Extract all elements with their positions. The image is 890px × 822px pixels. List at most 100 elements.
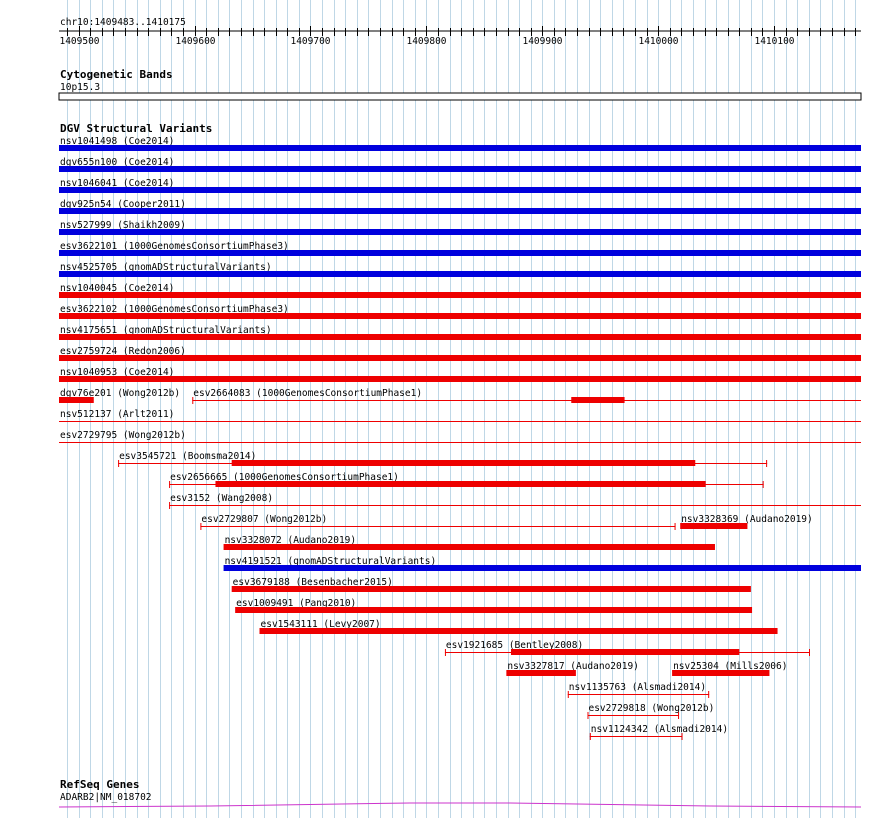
ruler-tick-label: 1409800 [406, 36, 446, 47]
variant-label: nsv3328072 (Audano2019) [225, 535, 357, 546]
variant-label: esv3622102 (1000GenomesConsortiumPhase3) [60, 304, 289, 315]
variant-label: esv1921685 (Bentley2008) [446, 640, 583, 651]
variant-bar[interactable] [59, 166, 861, 172]
variant-label: esv3545721 (Boomsma2014) [119, 451, 256, 462]
variant-inner-bar[interactable] [571, 397, 625, 403]
variant-label: esv2664083 (1000GenomesConsortiumPhase1) [193, 388, 422, 399]
variant-bar[interactable] [59, 355, 861, 361]
variant-bar[interactable] [680, 523, 748, 529]
variant-bar[interactable] [259, 628, 778, 634]
grid-lines [67, 0, 856, 818]
variant-bar[interactable] [59, 250, 861, 256]
variant-label: dgv655n100 (Coe2014) [60, 157, 174, 168]
variant-label: esv3679188 (Besenbacher2015) [233, 577, 393, 588]
structural-variant[interactable]: dgv925n54 (Cooper2011) [59, 199, 861, 214]
variant-inner-bar[interactable] [231, 460, 696, 466]
structural-variant[interactable]: nsv25304 (Mills2006) [672, 661, 787, 676]
variant-bar[interactable] [223, 544, 715, 550]
structural-variant[interactable]: nsv512137 (Arlt2011) [59, 409, 861, 422]
cytoband-bar[interactable] [58, 92, 862, 101]
structural-variant[interactable]: esv3545721 (Boomsma2014) [118, 451, 768, 467]
variant-inner-bar[interactable] [215, 481, 706, 487]
dgv-features: nsv1041498 (Coe2014) dgv655n100 (Coe2014)… [59, 136, 861, 740]
structural-variant[interactable]: nsv527999 (Shaikh2009) [59, 220, 861, 235]
variant-label: esv2729818 (Wong2012b) [588, 703, 714, 714]
variant-label: nsv1135763 (Alsmadi2014) [569, 682, 706, 693]
variant-label: nsv4191521 (gnomADStructuralVariants) [225, 556, 437, 567]
variant-bar[interactable] [231, 586, 751, 592]
refseq-gene-intron[interactable] [58, 802, 862, 808]
variant-label: nsv3328369 (Audano2019) [681, 514, 813, 525]
variant-label: nsv1124342 (Alsmadi2014) [591, 724, 728, 735]
variant-label: nsv527999 (Shaikh2009) [60, 220, 186, 231]
variant-bar[interactable] [59, 334, 861, 340]
structural-variant[interactable]: dgv655n100 (Coe2014) [59, 157, 861, 172]
ruler-tick-label: 1410000 [638, 36, 678, 47]
variant-bar[interactable] [672, 670, 770, 676]
variant-label: dgv76e201 (Wong2012b) [60, 388, 180, 399]
structural-variant[interactable]: nsv1124342 (Alsmadi2014) [589, 724, 728, 740]
variant-bar[interactable] [59, 313, 861, 319]
structural-variant[interactable]: nsv3328072 (Audano2019) [223, 535, 715, 550]
structural-variant[interactable]: dgv76e201 (Wong2012b) [59, 388, 180, 403]
variant-label: esv2729807 (Wong2012b) [201, 514, 327, 525]
structural-variant[interactable]: nsv1046041 (Coe2014) [59, 178, 861, 193]
ruler-tick-label: 1409500 [59, 36, 99, 47]
variant-label: esv3622101 (1000GenomesConsortiumPhase3) [60, 241, 289, 252]
structural-variant[interactable]: nsv3328369 (Audano2019) [680, 514, 813, 529]
structural-variant[interactable]: nsv1040045 (Coe2014) [59, 283, 861, 298]
structural-variant[interactable]: nsv3327817 (Audano2019) [506, 661, 639, 676]
structural-variant[interactable]: esv2759724 (Redon2006) [59, 346, 861, 361]
variant-bar[interactable] [59, 292, 861, 298]
structural-variant[interactable]: esv2729818 (Wong2012b) [587, 703, 714, 719]
structural-variant[interactable]: esv2729795 (Wong2012b) [59, 430, 861, 443]
variant-bar[interactable] [223, 565, 861, 571]
variant-label: nsv25304 (Mills2006) [673, 661, 787, 672]
variant-label: dgv925n54 (Cooper2011) [60, 199, 186, 210]
variant-bar[interactable] [59, 208, 861, 214]
variant-label: esv1543111 (Levy2007) [261, 619, 381, 630]
variant-label: esv2759724 (Redon2006) [60, 346, 186, 357]
structural-variant[interactable]: nsv4525705 (gnomADStructuralVariants) [59, 262, 861, 277]
variant-bar[interactable] [59, 271, 861, 277]
structural-variant[interactable]: esv2664083 (1000GenomesConsortiumPhase1) [192, 388, 861, 404]
variant-bar[interactable] [59, 376, 861, 382]
ruler-tick-label: 1409900 [522, 36, 562, 47]
variant-bar[interactable] [506, 670, 576, 676]
structural-variant[interactable]: esv1543111 (Levy2007) [259, 619, 778, 634]
ruler-tick-label: 1410100 [754, 36, 794, 47]
variant-bar[interactable] [59, 187, 861, 193]
structural-variant[interactable]: esv2729807 (Wong2012b) [200, 514, 676, 530]
structural-variant[interactable]: nsv1041498 (Coe2014) [59, 136, 861, 151]
ruler-ticks: 1409500 1409600 1409700 1409800 1409900 14100… [59, 26, 856, 47]
structural-variant[interactable]: nsv1135763 (Alsmadi2014) [567, 682, 710, 698]
dgv-track-title: DGV Structural Variants [60, 122, 212, 135]
cytoband-label: 10p15.3 [60, 82, 100, 93]
variant-label: nsv1041498 (Coe2014) [60, 136, 174, 147]
cytoband-track: Cytogenetic Bands 10p15.3 [58, 68, 862, 101]
refseq-gene-label: ADARB2|NM_018702 [60, 792, 152, 803]
structural-variant[interactable]: esv1921685 (Bentley2008) [444, 640, 811, 656]
structural-variant[interactable]: esv3622101 (1000GenomesConsortiumPhase3) [59, 241, 861, 256]
dgv-track: DGV Structural Variants nsv1041498 (Coe2… [59, 122, 861, 740]
structural-variant[interactable]: esv3152 (Wang2008) [169, 493, 861, 509]
structural-variant[interactable]: nsv4191521 (gnomADStructuralVariants) [223, 556, 861, 571]
variant-label: esv2729795 (Wong2012b) [60, 430, 186, 441]
variant-bar[interactable] [235, 607, 753, 613]
variant-label: nsv4525705 (gnomADStructuralVariants) [60, 262, 272, 273]
variant-label: nsv1046041 (Coe2014) [60, 178, 174, 189]
structural-variant[interactable]: esv3679188 (Besenbacher2015) [231, 577, 751, 592]
structural-variant[interactable]: nsv4175651 (gnomADStructuralVariants) [59, 325, 861, 340]
structural-variant[interactable]: esv3622102 (1000GenomesConsortiumPhase3) [59, 304, 861, 319]
refseq-track-title: RefSeq Genes [60, 778, 139, 791]
refseq-track: RefSeq Genes ADARB2|NM_018702 [58, 778, 862, 808]
coordinate-label: chr10:1409483..1410175 [60, 17, 186, 28]
variant-bar[interactable] [59, 229, 861, 235]
structural-variant[interactable]: esv1009491 (Pang2010) [235, 598, 753, 613]
structural-variant[interactable]: nsv1040953 (Coe2014) [59, 367, 861, 382]
structural-variant[interactable]: esv2656665 (1000GenomesConsortiumPhase1) [169, 472, 764, 488]
variant-bar[interactable] [59, 145, 861, 151]
variant-label: nsv1040953 (Coe2014) [60, 367, 174, 378]
variant-bar[interactable] [59, 397, 94, 403]
variant-inner-bar[interactable] [510, 649, 740, 655]
